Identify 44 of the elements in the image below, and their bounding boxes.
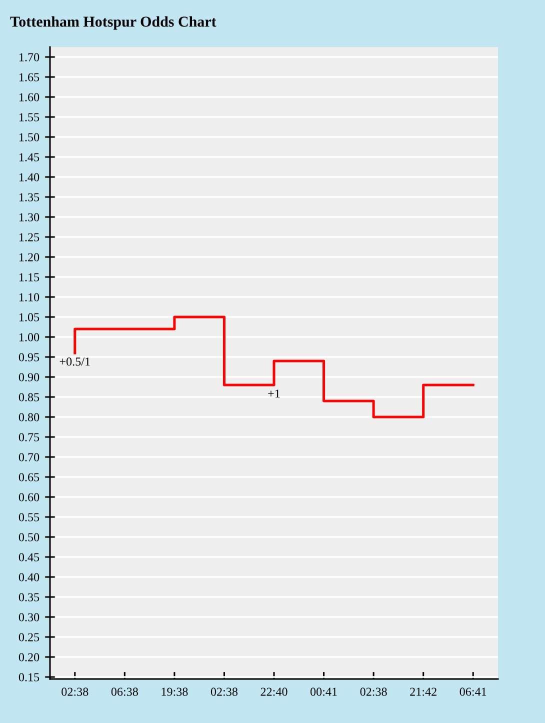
y-tick-label: 1.55 (20, 113, 40, 122)
y-tick-label: 0.50 (18, 533, 40, 542)
y-tick-label: 1.35 (20, 193, 40, 202)
y-tick-label: 0.85 (18, 393, 40, 402)
y-tick-label: 0.65 (18, 473, 40, 482)
y-tick-label: 0.45 (18, 553, 40, 562)
x-tick-label: 00:41 (310, 688, 337, 696)
x-tick-label: 06:38 (111, 688, 138, 696)
y-tick-label: 1.10 (20, 293, 40, 302)
y-tick-label: 1.00 (20, 333, 40, 342)
y-tick-label: 1.15 (20, 273, 40, 282)
y-tick-label: 1.40 (20, 173, 40, 182)
x-tick-label: 02:38 (62, 688, 88, 696)
y-tick-label: 0.75 (18, 433, 40, 442)
x-tick-label: 19:38 (162, 688, 188, 696)
y-tick-label: 1.20 (20, 253, 40, 262)
chart-title: Tottenham Hotspur Odds Chart (10, 16, 216, 30)
x-tick-label: 22:40 (260, 688, 288, 696)
y-tick-label: 0.60 (18, 493, 40, 502)
y-tick-label: 1.70 (20, 53, 40, 62)
y-tick-label: 0.20 (18, 653, 40, 662)
x-tick-label: 02:38 (360, 688, 387, 696)
y-tick-label: 0.30 (18, 613, 40, 622)
y-tick-label: 0.95 (18, 353, 40, 362)
y-tick-label: 0.90 (18, 373, 40, 382)
x-tick-label: 21:42 (410, 688, 436, 696)
y-tick-label: 1.45 (20, 153, 40, 162)
y-tick-label: 0.25 (18, 633, 40, 642)
y-tick-label: 0.70 (18, 453, 40, 462)
y-tick-label: 1.05 (20, 313, 40, 322)
y-tick-label: 0.80 (18, 413, 40, 422)
y-tick-label: 0.55 (18, 513, 40, 522)
y-tick-label: 1.30 (20, 213, 40, 222)
y-tick-label: 1.65 (20, 73, 40, 82)
annotation: +0.5/1 (60, 358, 90, 366)
x-tick-label: 06:41 (460, 688, 486, 696)
x-tick-label: 02:38 (210, 688, 238, 696)
y-tick-label: 1.60 (20, 93, 40, 102)
annotation: +1 (268, 390, 280, 398)
y-tick-label: 1.50 (20, 133, 40, 142)
y-tick-label: 0.35 (18, 593, 40, 602)
y-tick-label: 0.40 (18, 573, 40, 582)
y-tick-label: 0.15 (18, 673, 40, 682)
y-tick-label: 1.25 (20, 233, 40, 242)
